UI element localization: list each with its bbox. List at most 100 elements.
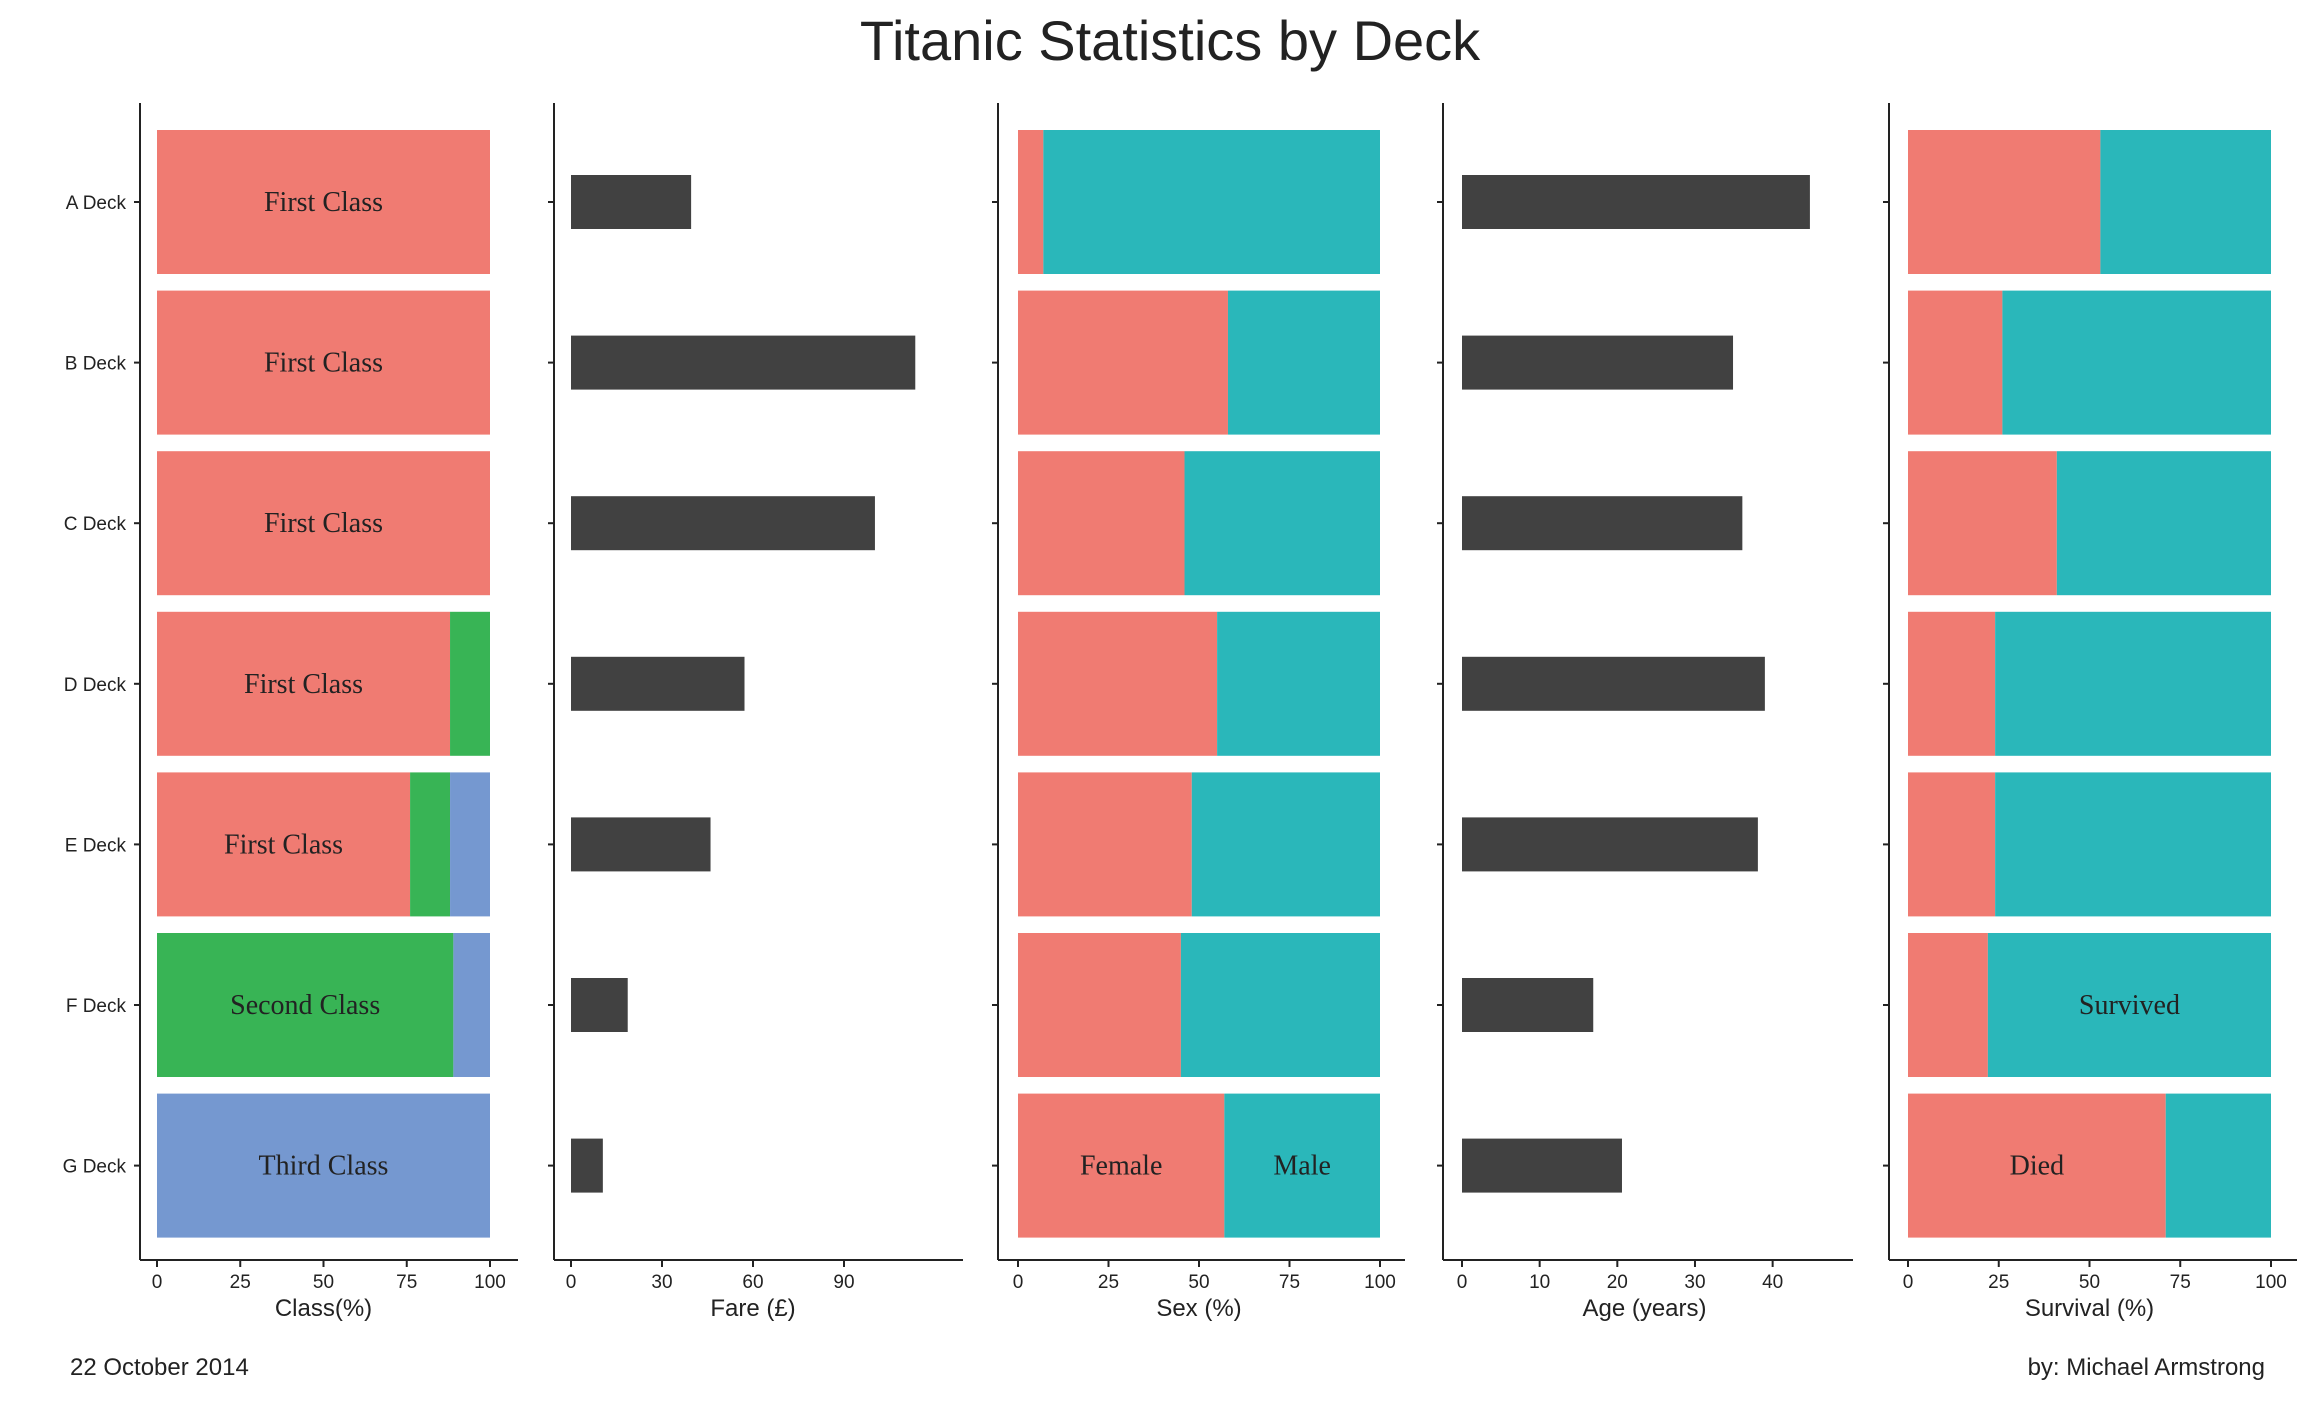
bar-segment bbox=[1908, 130, 2101, 274]
bar-segment bbox=[1018, 933, 1181, 1077]
x-tick-label: 75 bbox=[396, 1272, 417, 1293]
bar-segment bbox=[1908, 451, 2057, 596]
bar bbox=[1462, 496, 1743, 551]
bar-label: Female bbox=[1080, 1151, 1162, 1182]
bar-label: First Class bbox=[264, 187, 383, 218]
bar-segment bbox=[1987, 933, 2271, 1077]
x-tick-label: 0 bbox=[1013, 1272, 1024, 1293]
y-tick-label: F Deck bbox=[66, 996, 127, 1017]
x-tick-label: 75 bbox=[1279, 1272, 1300, 1293]
x-tick-label: 30 bbox=[1684, 1272, 1705, 1293]
bar-label: Died bbox=[2010, 1151, 2064, 1182]
x-tick-label: 50 bbox=[1188, 1272, 1209, 1293]
bar-segment bbox=[1043, 130, 1380, 274]
bar-segment bbox=[453, 933, 490, 1077]
bar-segment bbox=[1184, 451, 1380, 596]
bar bbox=[571, 817, 711, 872]
x-tick-label: 25 bbox=[1988, 1272, 2009, 1293]
bar-segment bbox=[1908, 290, 2003, 435]
y-tick-label: A Deck bbox=[66, 193, 127, 214]
bar-segment bbox=[1908, 1093, 2166, 1238]
bar-segment bbox=[2002, 290, 2271, 435]
bar bbox=[571, 978, 628, 1032]
bar bbox=[571, 1138, 603, 1193]
bar-segment bbox=[1217, 611, 1380, 756]
bar-segment bbox=[1908, 772, 1996, 917]
bar-segment bbox=[2165, 1093, 2271, 1238]
x-tick-label: 50 bbox=[313, 1272, 334, 1293]
y-tick-label: E Deck bbox=[65, 835, 127, 856]
y-tick-label: G Deck bbox=[63, 1157, 127, 1178]
bar bbox=[1462, 817, 1758, 872]
x-axis-label: Age (years) bbox=[1582, 1295, 1706, 1322]
bar-segment bbox=[1191, 772, 1380, 917]
bar-segment bbox=[1018, 611, 1218, 756]
bar-segment bbox=[2056, 451, 2271, 596]
panel-class: A Deck B Deck C Deck D Deck E Deck F Deck G De… bbox=[63, 103, 518, 1322]
x-tick-label: 90 bbox=[833, 1272, 854, 1293]
bar-label: Male bbox=[1273, 1151, 1331, 1182]
bar-segment bbox=[2100, 130, 2271, 274]
footer-date: 22 October 2014 bbox=[70, 1354, 249, 1381]
bar bbox=[571, 496, 875, 551]
chart-title: Titanic Statistics by Deck bbox=[860, 9, 1481, 72]
bar-segment bbox=[1018, 290, 1228, 435]
bar bbox=[1462, 175, 1810, 229]
bar-segment bbox=[1995, 772, 2271, 917]
bar-segment bbox=[1018, 1093, 1225, 1238]
x-tick-label: 100 bbox=[1364, 1272, 1396, 1293]
bar-segment bbox=[1018, 451, 1185, 596]
bar-segment bbox=[157, 451, 490, 596]
x-axis-label: Class(%) bbox=[275, 1295, 372, 1322]
bar-segment bbox=[410, 772, 451, 917]
x-axis-label: Sex (%) bbox=[1156, 1295, 1241, 1322]
bar bbox=[571, 656, 745, 711]
bar-segment bbox=[157, 130, 490, 274]
panels: A Deck B Deck C Deck D Deck E Deck F Deck G De… bbox=[63, 103, 2297, 1322]
bar-segment bbox=[1908, 611, 1996, 756]
x-tick-label: 0 bbox=[566, 1272, 577, 1293]
x-tick-label: 25 bbox=[230, 1272, 251, 1293]
x-tick-label: 100 bbox=[2255, 1272, 2287, 1293]
bar-label: First Class bbox=[244, 669, 363, 700]
x-tick-label: 0 bbox=[1457, 1272, 1468, 1293]
y-tick-label: B Deck bbox=[65, 354, 127, 375]
x-tick-label: 30 bbox=[651, 1272, 672, 1293]
bar-segment bbox=[1908, 933, 1988, 1077]
bar-segment bbox=[157, 933, 454, 1077]
bar-segment bbox=[1995, 611, 2271, 756]
panel-age: 0 10 20 30 40 Age (years) bbox=[1437, 103, 1853, 1322]
x-axis-label: Fare (£) bbox=[710, 1295, 795, 1322]
bar bbox=[1462, 656, 1765, 711]
panel-fare: 0 30 60 90 Fare (£) bbox=[548, 103, 963, 1322]
x-tick-label: 0 bbox=[152, 1272, 163, 1293]
bar-label: Third Class bbox=[259, 1151, 389, 1182]
bar-label: First Class bbox=[264, 508, 383, 539]
bar-segment bbox=[157, 290, 490, 435]
x-tick-label: 60 bbox=[742, 1272, 763, 1293]
bar bbox=[571, 335, 916, 390]
x-tick-label: 75 bbox=[2170, 1272, 2191, 1293]
panel-survival: 0 25 50 75 100 Survival (%) Survived Died bbox=[1883, 103, 2297, 1322]
bar bbox=[1462, 978, 1594, 1032]
x-tick-label: 50 bbox=[2079, 1272, 2100, 1293]
x-axis-label: Survival (%) bbox=[2025, 1295, 2154, 1322]
x-tick-label: 100 bbox=[474, 1272, 506, 1293]
bar-label: First Class bbox=[264, 348, 383, 379]
bar bbox=[1462, 1138, 1622, 1193]
bar bbox=[1462, 335, 1734, 390]
x-tick-label: 10 bbox=[1529, 1272, 1550, 1293]
x-tick-label: 20 bbox=[1607, 1272, 1628, 1293]
bar-segment bbox=[1227, 290, 1380, 435]
bar-segment bbox=[1018, 130, 1044, 274]
bar bbox=[571, 175, 692, 229]
bar-segment bbox=[157, 1093, 490, 1238]
bar-label: Survived bbox=[2079, 990, 2180, 1021]
bar-segment bbox=[157, 611, 451, 756]
x-tick-label: 25 bbox=[1098, 1272, 1119, 1293]
panel-sex: 0 25 50 75 100 Sex (%) Female Male bbox=[992, 103, 1405, 1322]
bar-segment bbox=[450, 611, 490, 756]
y-tick-label: C Deck bbox=[64, 514, 127, 535]
bar-label: First Class bbox=[224, 829, 343, 860]
